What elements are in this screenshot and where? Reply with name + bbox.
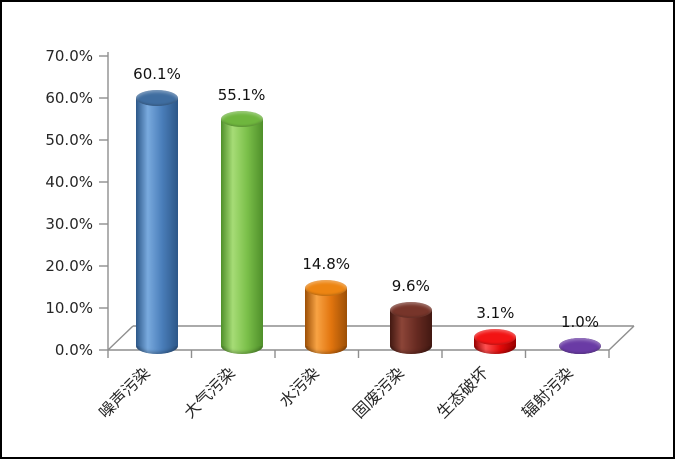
cylinder-top-cap: [559, 337, 601, 354]
data-label: 1.0%: [560, 312, 600, 331]
data-label: 3.1%: [476, 303, 515, 322]
y-axis-tick-label: 40.0%: [45, 173, 93, 191]
cylinder-top-cap: [389, 301, 432, 318]
data-label: 55.1%: [217, 85, 266, 104]
cylinder-bar: [220, 118, 263, 346]
y-axis-tick-label: 60.0%: [45, 89, 93, 107]
floor-left-edge: [107, 325, 134, 351]
cylinder-bar: [305, 287, 348, 346]
data-label: 9.6%: [391, 276, 430, 295]
data-label: 60.1%: [133, 64, 181, 83]
cylinder-top-cap: [474, 328, 517, 345]
y-axis-tick-label: 70.0%: [45, 47, 93, 65]
y-axis-tick-label: 20.0%: [45, 257, 93, 275]
y-axis-tick-label: 10.0%: [45, 299, 93, 317]
data-label: 14.8%: [302, 254, 351, 273]
cylinder-top-cap: [136, 89, 178, 106]
y-axis-tick-label: 50.0%: [45, 131, 93, 149]
cylinder-top-cap: [220, 110, 263, 127]
cylinder-bar: [136, 97, 178, 346]
floor-right-edge: [608, 325, 635, 351]
y-axis-tick-label: 30.0%: [45, 215, 93, 233]
y-axis-tick-label: 0.0%: [54, 341, 93, 359]
cylinder-top-cap: [305, 279, 348, 296]
